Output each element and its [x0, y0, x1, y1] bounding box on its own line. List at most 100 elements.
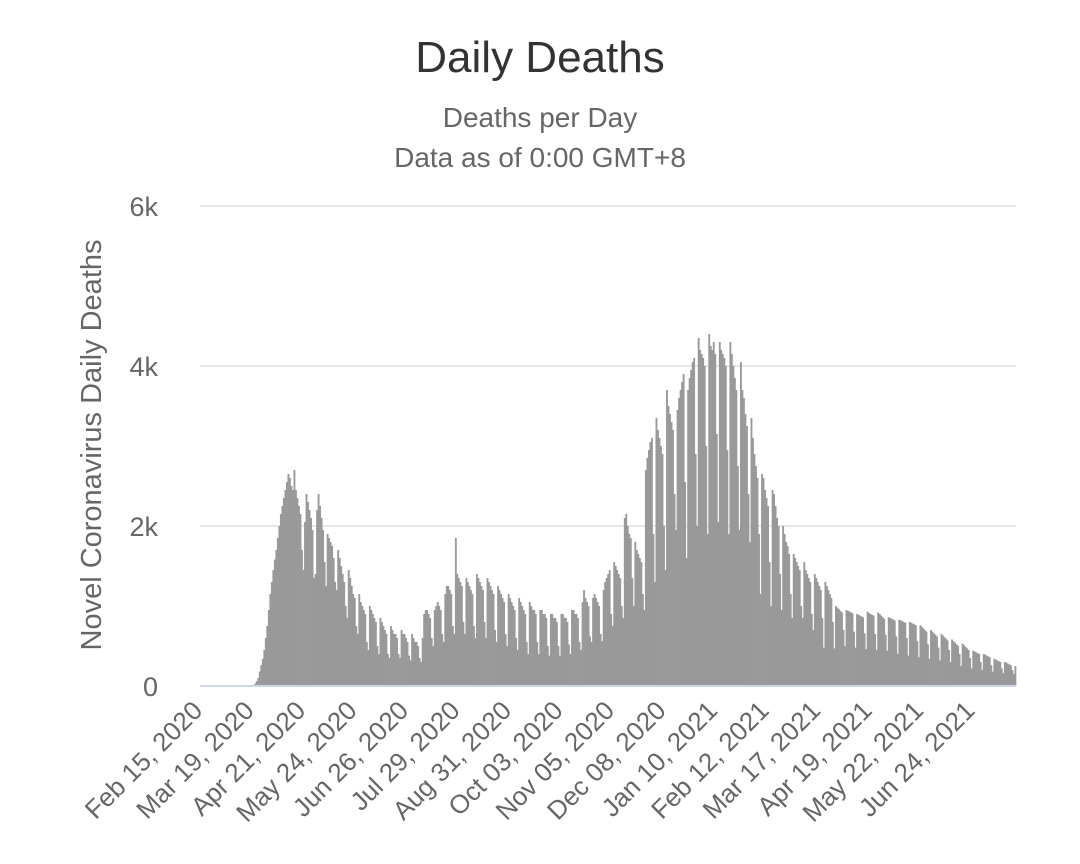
bar: [708, 334, 711, 686]
bar: [510, 602, 513, 686]
bar: [574, 614, 576, 686]
bar: [580, 650, 582, 686]
bar: [379, 618, 382, 686]
bar: [970, 668, 973, 686]
bar: [723, 358, 726, 686]
bar: [399, 658, 401, 686]
bar: [907, 655, 910, 686]
bar: [287, 474, 290, 686]
bar: [459, 582, 462, 686]
bar: [626, 526, 629, 686]
bar: [991, 671, 994, 686]
bar: [489, 586, 492, 686]
bar: [964, 646, 967, 686]
bar: [851, 613, 854, 686]
bar: [682, 374, 685, 686]
bar: [436, 602, 439, 686]
bar: [533, 610, 536, 686]
bar: [878, 614, 881, 686]
bar: [498, 590, 501, 686]
bar: [374, 622, 377, 686]
bar: [381, 622, 383, 686]
bar: [996, 660, 999, 686]
bar: [310, 518, 312, 686]
bar: [893, 620, 896, 686]
bar: [270, 582, 273, 686]
bar: [632, 606, 635, 686]
bar: [562, 614, 564, 686]
bar: [577, 618, 579, 686]
bar: [815, 578, 818, 686]
bar: [788, 554, 791, 686]
bar: [610, 614, 613, 686]
bar: [908, 622, 911, 686]
bar: [715, 434, 718, 686]
bar: [946, 640, 949, 686]
bar: [972, 650, 975, 686]
bar: [465, 578, 468, 686]
bar: [623, 518, 626, 686]
bar: [596, 602, 599, 686]
bar: [824, 582, 827, 686]
bar: [448, 590, 451, 686]
bar: [741, 390, 744, 686]
bar: [558, 655, 561, 686]
bar: [919, 625, 922, 686]
bar: [469, 590, 472, 686]
bar: [313, 578, 315, 686]
bar: [990, 665, 993, 686]
bar: [672, 430, 674, 686]
bar: [676, 410, 679, 686]
bar: [638, 558, 641, 686]
bar: [664, 570, 667, 686]
y-axis-title: Novel Coronavirus Daily Deaths: [76, 240, 108, 651]
bar: [482, 590, 484, 686]
bar: [477, 578, 480, 686]
bar: [982, 654, 985, 686]
bar: [845, 610, 848, 686]
bar: [382, 626, 385, 686]
bar: [976, 653, 979, 686]
bar: [468, 586, 471, 686]
y-tick-label: 6k: [129, 192, 158, 222]
bar: [528, 602, 531, 686]
bar: [405, 638, 407, 686]
bar: [397, 654, 400, 686]
bar: [928, 658, 931, 686]
bar: [589, 636, 592, 686]
bar: [317, 494, 320, 686]
bar: [940, 634, 943, 686]
bar: [590, 642, 593, 686]
bar: [301, 550, 303, 686]
bar: [800, 606, 803, 686]
bar: [349, 578, 352, 686]
bar: [836, 607, 839, 686]
bar: [402, 634, 404, 686]
bar: [675, 530, 677, 686]
bar: [765, 498, 768, 686]
bar: [432, 646, 435, 686]
bar: [669, 414, 671, 686]
bar: [335, 590, 338, 686]
bar: [911, 623, 914, 686]
bar: [451, 626, 454, 686]
bar: [872, 615, 875, 686]
bar: [756, 478, 759, 686]
bar: [927, 644, 929, 686]
bar: [480, 586, 483, 686]
bar: [833, 648, 836, 686]
bar: [629, 538, 632, 686]
bar: [358, 594, 361, 686]
bar: [902, 622, 905, 686]
bar: [343, 582, 346, 686]
bar: [444, 594, 447, 686]
bar: [551, 614, 554, 686]
bar: [394, 634, 397, 686]
bar: [899, 620, 902, 686]
bar: [593, 594, 596, 686]
bar: [868, 613, 871, 686]
bar: [322, 530, 325, 686]
bar: [806, 574, 809, 686]
bar: [531, 610, 534, 686]
bar: [328, 538, 331, 686]
